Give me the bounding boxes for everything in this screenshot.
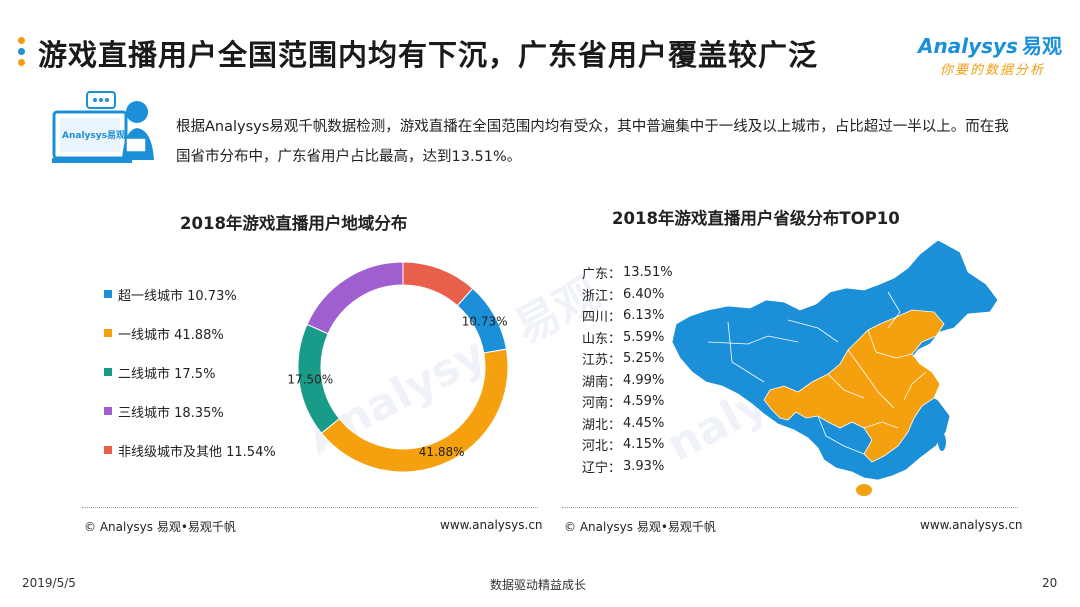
analyst-illustration: Analysys易观 [52,90,162,170]
map-island-hainan [856,484,872,496]
donut-data-label: 10.73% [462,314,508,328]
legend-swatch [104,290,112,298]
province-row: 河南： 4.59% [582,391,673,413]
province-row: 河北： 4.15% [582,434,673,456]
map-province-borders [707,291,927,455]
legend-swatch [104,407,112,415]
province-name: 辽宁： [582,460,622,476]
legend-label: 非线级城市及其他 11.54% [118,444,276,460]
donut-slice [320,348,509,473]
summary-text: 根据Analysys易观千帆数据检测，游戏直播在全国范围内均有受众，其中普遍集中… [176,119,1009,165]
map-chart-title: 2018年游戏直播用户省级分布TOP10 [612,209,900,228]
legend-swatch [104,329,112,337]
slide-slogan: 数据驱动精益成长 [490,578,587,592]
brand-slogan: 你要的数据分析 [940,63,1046,78]
right-footer-source: © Analysys 易观•易观千帆 [564,520,716,534]
brand-logo: Analysys 易观 你要的数据分析 [918,30,1068,78]
map-region-base [671,239,999,481]
province-name: 浙江： [582,288,622,304]
legend-item: 三线城市 18.35% [104,401,276,421]
slide-date: 2019/5/5 [22,576,76,590]
province-name: 河北： [582,439,622,455]
bullet-dot [18,48,25,55]
province-ranking-list: 广东： 13.51% 浙江： 6.40% 四川： 6.13% 山东： 5.59% 江苏： 5.25… [582,262,673,477]
province-name: 四川： [582,310,622,326]
province-name: 江苏： [582,353,622,369]
donut-chart-title: 2018年游戏直播用户地域分布 [180,214,408,233]
province-row: 四川： 6.13% [582,305,673,327]
province-name: 山东： [582,331,622,347]
province-value: 3.93% [623,458,665,474]
left-footer-url: www.analysys.cn [440,518,543,532]
province-row: 浙江： 6.40% [582,284,673,306]
donut-slice [306,261,404,335]
legend-item: 非线级城市及其他 11.54% [104,440,276,460]
right-footer-url: www.analysys.cn [920,518,1023,532]
brand-name-cn: 易观 [1021,34,1062,58]
legend-item: 一线城市 41.88% [104,323,276,343]
province-name: 湖北： [582,417,622,433]
province-value: 6.40% [623,286,665,302]
legend-swatch [104,368,112,376]
province-value: 5.59% [623,329,665,345]
province-name: 广东： [582,267,622,283]
province-row: 辽宁： 3.93% [582,456,673,478]
province-row: 湖南： 4.99% [582,370,673,392]
legend-label: 一线城市 41.88% [118,327,224,343]
brand-name: Analysys [918,34,1018,58]
map-island-taiwan [938,433,946,451]
province-value: 6.13% [623,308,665,324]
province-value: 5.25% [623,351,665,367]
province-row: 江苏： 5.25% [582,348,673,370]
province-row: 湖北： 4.45% [582,413,673,435]
divider-rule [82,507,538,508]
divider-rule [562,507,1018,508]
bullet-dot [18,37,25,44]
bullet-dot [18,59,25,66]
page-title: 游戏直播用户全国范围内均有下沉，广东省用户覆盖较广泛 [38,38,819,72]
donut-data-label: 41.88% [419,445,465,459]
map-region-highlight [763,309,945,463]
province-value: 4.59% [623,394,665,410]
province-name: 河南： [582,396,622,412]
province-value: 4.45% [623,415,665,431]
province-value: 4.99% [623,372,665,388]
donut-chart: 10.73% 41.88% 17.50% [270,240,550,490]
left-footer-source: © Analysys 易观•易观千帆 [84,520,236,534]
legend-label: 超一线城市 10.73% [118,288,237,304]
province-value: 4.15% [623,437,665,453]
slide-page-number: 20 [1042,576,1058,590]
province-name: 湖南： [582,374,622,390]
donut-data-label: 17.50% [287,372,333,386]
legend-item: 超一线城市 10.73% [104,284,276,304]
china-province-map [668,232,1018,507]
title-bullet-dots [18,37,26,70]
legend-label: 二线城市 17.5% [118,366,216,382]
donut-slice [402,261,474,307]
donut-legend: 超一线城市 10.73% 一线城市 41.88% 二线城市 17.5% 三线城市 18… [104,284,276,479]
province-row: 山东： 5.59% [582,327,673,349]
legend-swatch [104,446,112,454]
province-value: 13.51% [623,265,673,281]
legend-item: 二线城市 17.5% [104,362,276,382]
legend-label: 三线城市 18.35% [118,405,224,421]
province-row: 广东： 13.51% [582,262,673,284]
illustration-label: Analysys易观 [62,131,125,141]
